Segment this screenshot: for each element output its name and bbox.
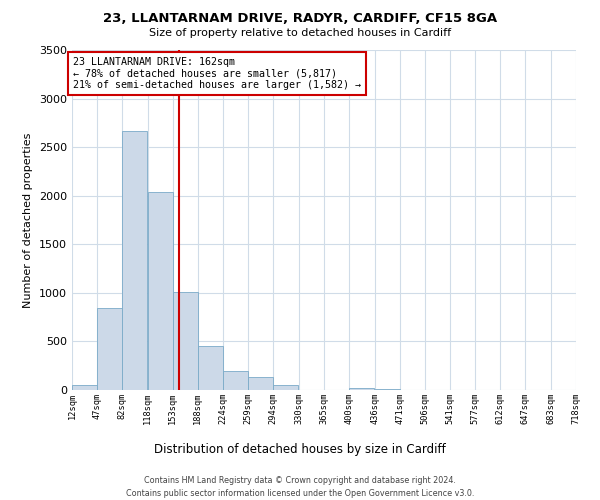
Bar	[248, 377, 274, 390]
Bar	[374, 389, 400, 390]
Text: Distribution of detached houses by size in Cardiff: Distribution of detached houses by size …	[154, 442, 446, 456]
Text: Contains HM Land Registry data © Crown copyright and database right 2024.
Contai: Contains HM Land Registry data © Crown c…	[126, 476, 474, 498]
Text: 23, LLANTARNAM DRIVE, RADYR, CARDIFF, CF15 8GA: 23, LLANTARNAM DRIVE, RADYR, CARDIFF, CF…	[103, 12, 497, 26]
Bar	[274, 384, 298, 390]
Bar	[349, 388, 374, 390]
Bar	[197, 346, 223, 390]
Text: 23 LLANTARNAM DRIVE: 162sqm
← 78% of detached houses are smaller (5,817)
21% of : 23 LLANTARNAM DRIVE: 162sqm ← 78% of det…	[73, 57, 361, 90]
Bar	[148, 192, 173, 390]
Bar	[223, 370, 248, 390]
Bar	[72, 384, 97, 390]
Y-axis label: Number of detached properties: Number of detached properties	[23, 132, 34, 308]
Bar	[97, 308, 122, 390]
Bar	[173, 292, 197, 390]
Bar	[122, 130, 147, 390]
Text: Size of property relative to detached houses in Cardiff: Size of property relative to detached ho…	[149, 28, 451, 38]
